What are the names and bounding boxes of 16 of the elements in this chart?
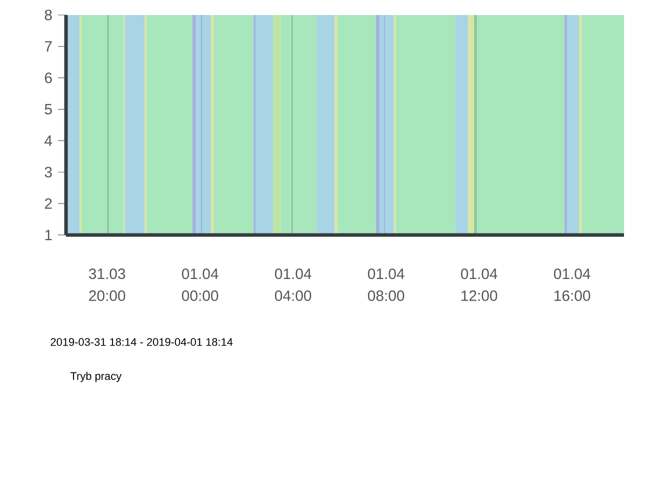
y-tick-label: 5 xyxy=(44,104,52,114)
y-tick-label: 3 xyxy=(44,166,52,178)
x-tick-label: 31.03 20:00 xyxy=(88,268,126,301)
x-tick-label: 01.04 12:00 xyxy=(460,268,498,301)
y-tick-label: 2 xyxy=(44,198,52,209)
x-tick-label: 01.04 16:00 xyxy=(554,268,590,301)
text: 2019-03-31 18:14 - 2019-04-01 18:14 xyxy=(50,338,233,346)
x-tick-label: 01.04 08:00 xyxy=(368,268,404,301)
y-tick-label: 6 xyxy=(44,72,52,84)
x-tick-label: 01.04 00:00 xyxy=(182,268,218,301)
text: Tryb pracy xyxy=(70,372,122,382)
x-tick-label: 01.04 04:00 xyxy=(274,268,312,301)
y-tick-label: 4 xyxy=(44,136,52,146)
y-tick-label: 7 xyxy=(44,41,52,52)
y-tick-label: 8 xyxy=(44,10,52,20)
y-tick-label: 1 xyxy=(45,230,52,240)
